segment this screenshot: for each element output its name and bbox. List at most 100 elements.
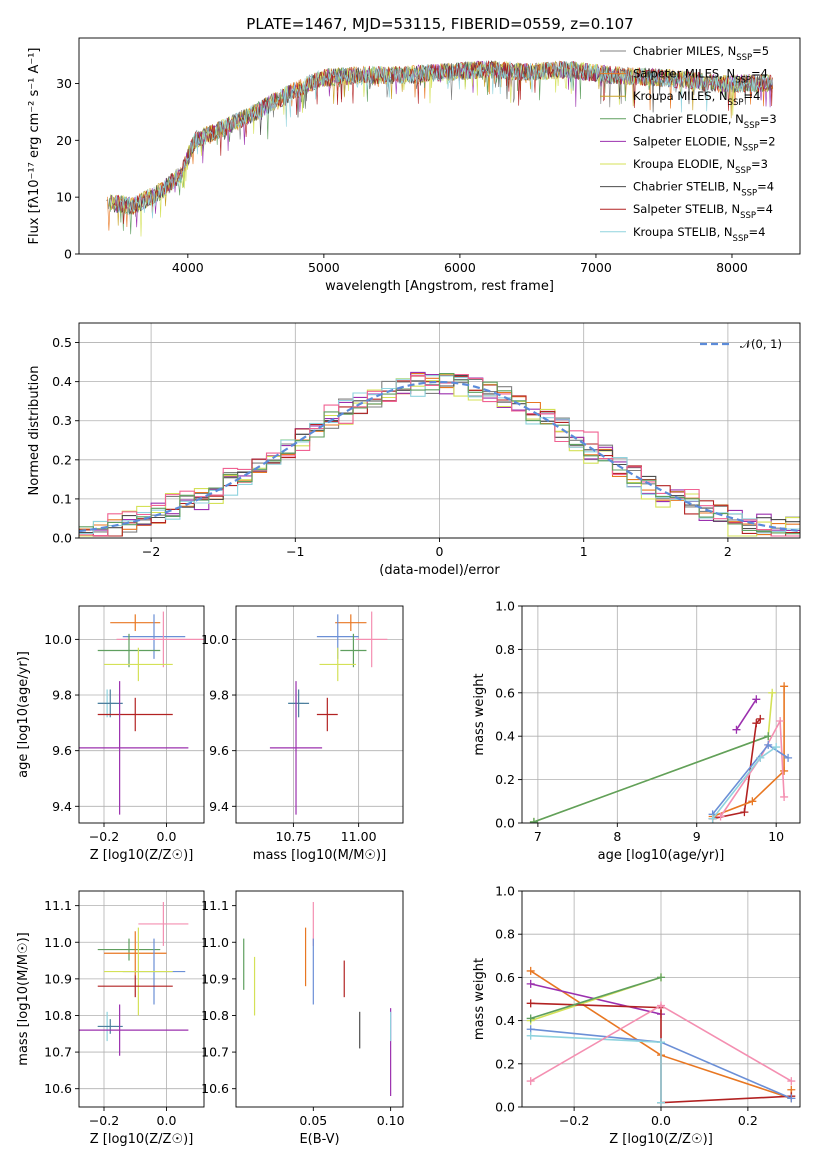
legend-entry: Kroupa STELIB, NSSP=4 — [633, 225, 765, 244]
y-tick-label: 10.6 — [201, 1081, 229, 1096]
plus-marker — [529, 817, 538, 823]
y-tick-label: 0.4 — [495, 1013, 515, 1028]
y-tick-label: 0.2 — [495, 772, 515, 787]
error-bar-point — [104, 647, 173, 682]
y-axis-label: mass weight — [472, 673, 487, 755]
y-axis-label: Normed distribution — [27, 366, 42, 496]
legend-entry: Salpeter ELODIE, NSSP=2 — [633, 134, 776, 153]
weight-series-line — [712, 686, 785, 818]
y-tick-label: 11.1 — [44, 898, 72, 913]
plus-marker — [787, 1094, 796, 1103]
y-tick-label: 9.8 — [209, 688, 229, 703]
plus-marker — [657, 1098, 665, 1107]
y-tick-label: 0.2 — [495, 1056, 515, 1071]
error-bar-point — [97, 1019, 123, 1034]
weight-vs-Z-axes — [518, 890, 800, 1111]
weight-series — [526, 1031, 665, 1107]
y-tick-label: 1.0 — [495, 599, 515, 614]
y-tick-label: 10.8 — [201, 1008, 229, 1023]
y-tick-label: 0.3 — [52, 413, 72, 428]
x-tick-label: 5000 — [308, 260, 340, 275]
x-tick-label: 0 — [436, 544, 444, 559]
legend-entry: Chabrier ELODIE, NSSP=3 — [633, 112, 777, 131]
plus-marker — [780, 682, 789, 691]
legend-entry: Kroupa MILES, NSSP=4 — [633, 89, 760, 108]
error-bar-point — [335, 614, 367, 632]
error-bar-point — [288, 689, 310, 718]
plus-marker — [752, 695, 761, 704]
plus-marker — [784, 753, 793, 762]
legend-entry: 𝒩(0, 1) — [740, 337, 782, 351]
x-tick-label: 0.10 — [377, 1113, 405, 1128]
x-tick-label: 11.00 — [341, 829, 377, 844]
x-axis-label: age [log10(age/yr)] — [598, 848, 725, 863]
error-bar-point — [116, 611, 204, 668]
x-tick-label: 7 — [534, 829, 542, 844]
y-axis-label: Flux [fλ10⁻¹⁷ erg cm⁻² s⁻¹ A⁻¹] — [27, 48, 42, 245]
plus-marker — [787, 1077, 796, 1086]
axes-frame — [235, 605, 404, 824]
error-bar-point — [356, 611, 388, 668]
error-bar-point — [97, 697, 173, 732]
y-tick-label: 0.2 — [52, 452, 72, 467]
plus-marker — [732, 725, 741, 734]
y-tick-label: 1.0 — [495, 884, 515, 899]
y-tick-label: 9.8 — [52, 688, 72, 703]
error-bar-point — [79, 1004, 189, 1056]
y-tick-label: 9.4 — [52, 799, 72, 814]
y-tick-label: 10.0 — [201, 632, 229, 647]
y-tick-label: 0.5 — [52, 335, 72, 350]
x-tick-label: 0.2 — [738, 1113, 758, 1128]
y-tick-label: 10.9 — [44, 971, 72, 986]
x-tick-label: 8000 — [716, 260, 748, 275]
y-tick-label: 0.8 — [495, 642, 515, 657]
y-tick-label: 10.6 — [44, 1081, 72, 1096]
plus-marker — [776, 717, 785, 726]
plus-marker — [768, 688, 777, 697]
error-bar-point — [104, 931, 167, 976]
plus-marker — [716, 812, 725, 821]
y-tick-label: 10.9 — [201, 971, 229, 986]
x-axis-label: E(B-V) — [299, 1132, 339, 1147]
y-tick-label: 11.1 — [201, 898, 229, 913]
plus-marker — [756, 714, 765, 723]
y-tick-label: 0.6 — [495, 970, 515, 985]
plus-marker — [526, 979, 535, 988]
x-tick-label: 0.0 — [157, 829, 177, 844]
x-tick-label: 9 — [693, 829, 701, 844]
plus-marker — [657, 1001, 665, 1010]
x-tick-label: 6000 — [444, 260, 476, 275]
plus-marker — [526, 966, 535, 975]
weight-vs-age-axes — [518, 605, 800, 827]
figure-title: PLATE=1467, MJD=53115, FIBERID=0559, z=0… — [246, 15, 633, 33]
plus-marker — [764, 732, 773, 741]
y-tick-label: 0.1 — [52, 491, 72, 506]
x-tick-label: 1 — [580, 544, 588, 559]
x-tick-label: 10.75 — [276, 829, 312, 844]
plus-marker — [657, 1038, 665, 1047]
weight-series — [529, 688, 777, 823]
y-tick-label: 20 — [56, 133, 72, 148]
residuals-axes — [75, 323, 800, 542]
x-tick-label: −0.2 — [559, 1113, 589, 1128]
plus-marker — [657, 973, 665, 982]
x-axis-label: Z [log10(Z/Z☉)] — [609, 1132, 713, 1147]
plus-marker — [740, 808, 749, 817]
weight-series — [529, 732, 773, 823]
x-tick-label: 0.0 — [651, 1113, 671, 1128]
axes-frame — [78, 890, 205, 1108]
y-tick-label: 10.7 — [201, 1045, 229, 1060]
weight-series-line — [533, 735, 769, 823]
y-tick-label: 10.0 — [44, 632, 72, 647]
legend-entry: Chabrier STELIB, NSSP=4 — [633, 180, 774, 199]
plus-marker — [772, 743, 781, 752]
x-axis-label: Z [log10(Z/Z☉)] — [90, 848, 194, 863]
spectrum-axes — [75, 83, 733, 258]
error-bar-point — [319, 647, 357, 682]
x-tick-label: −2 — [142, 544, 160, 559]
axes-frame — [521, 890, 801, 1108]
y-tick-label: 0.0 — [495, 816, 515, 831]
weight-series — [732, 695, 761, 734]
weight-series — [526, 973, 665, 1023]
x-tick-label: 2 — [724, 544, 732, 559]
